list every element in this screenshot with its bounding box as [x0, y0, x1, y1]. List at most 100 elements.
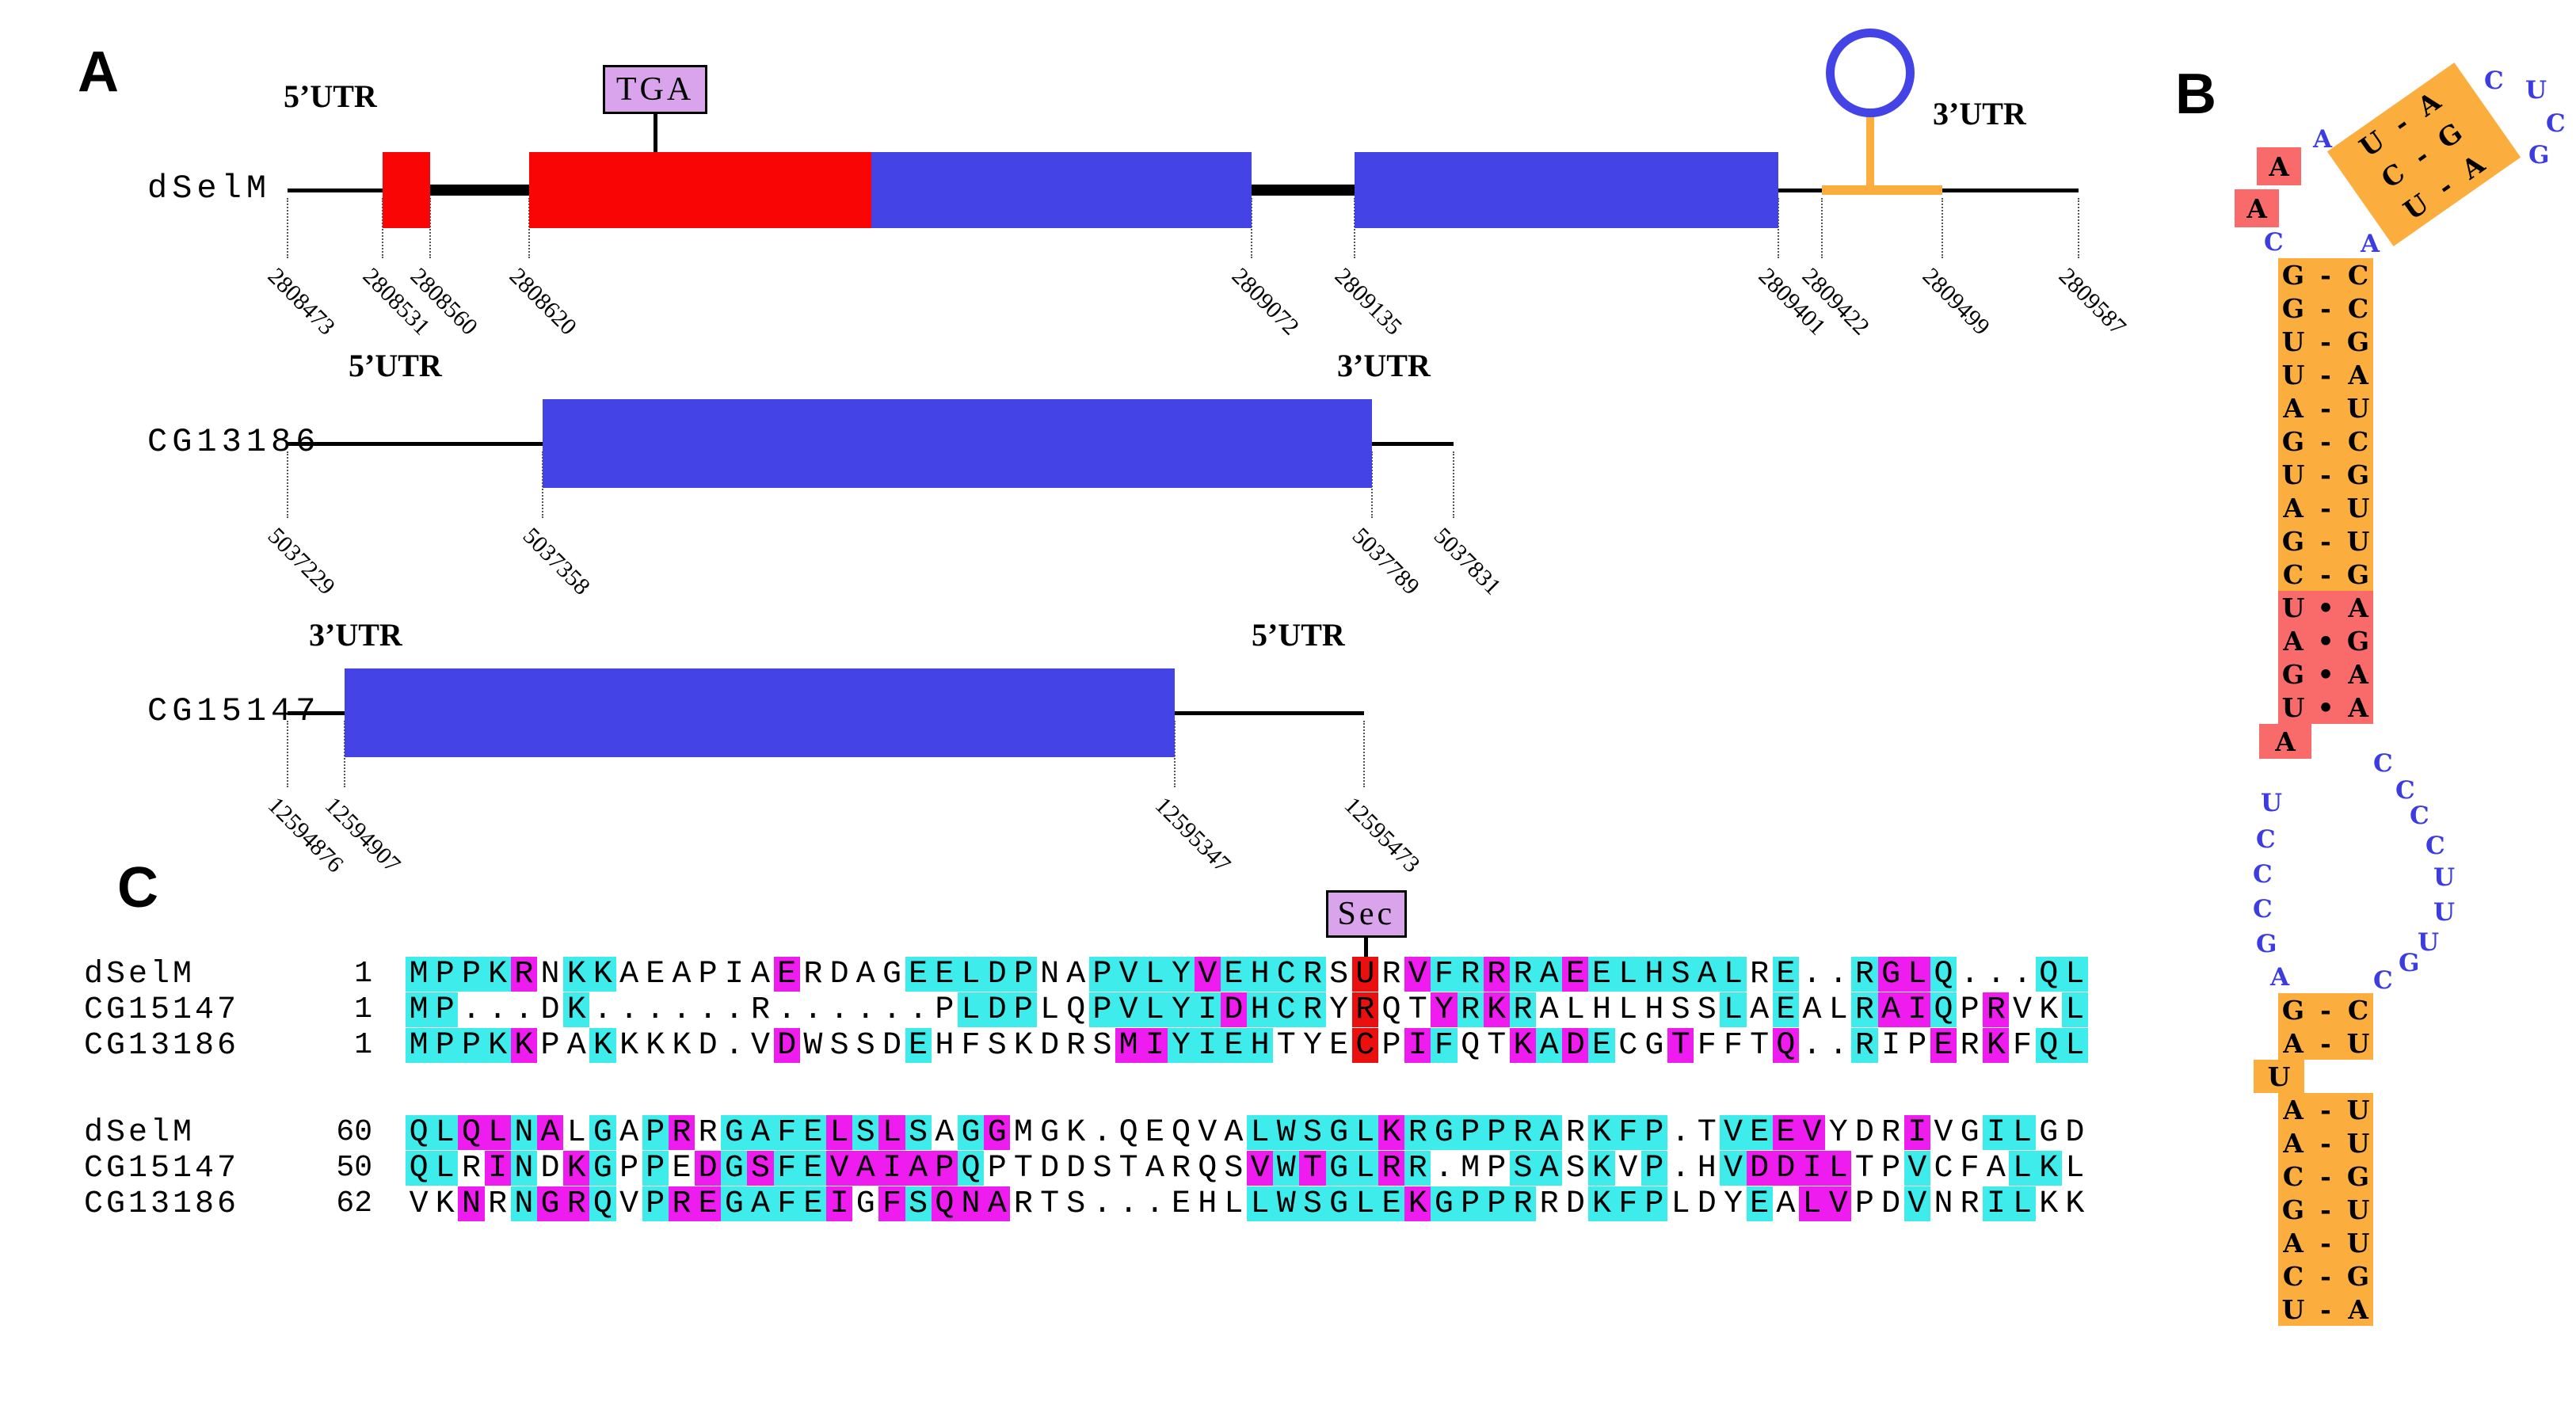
alignment-residue: P [1457, 1186, 1484, 1222]
alignment-residue: R [1509, 1115, 1537, 1151]
alignment-residue: S [1565, 1151, 1585, 1186]
alignment-residue: H [1247, 957, 1274, 992]
alignment-residue: R [1509, 992, 1537, 1028]
alignment-residue: Q [1772, 1028, 1799, 1064]
alignment-residue: L [826, 1115, 853, 1151]
alignment-residue: Q [1118, 1115, 1138, 1151]
loop-nucleotide: C [2256, 825, 2276, 854]
alignment-residue: L [2061, 992, 2088, 1028]
alignment-residue: W [803, 1028, 823, 1064]
alignment-residue: L [1565, 992, 1585, 1028]
alignment-residue: K [589, 1028, 616, 1064]
alignment-residue: K [563, 957, 590, 992]
stem-base-pair: A-U [2278, 1093, 2373, 1126]
alignment-residue: . [1828, 1028, 1848, 1064]
alignment-residue: N [458, 1186, 485, 1222]
alignment-residue: F [2013, 1028, 2033, 1064]
loop-nucleotide: G [2256, 930, 2277, 958]
alignment-residue: G [1325, 1151, 1352, 1186]
alignment-residue: A [1224, 1115, 1244, 1151]
alignment-residue: S [905, 1186, 932, 1222]
bulged-nucleotide-box: A [2259, 724, 2311, 759]
alignment-residue: T [1118, 1151, 1138, 1186]
alignment-residue: E [1329, 1028, 1349, 1064]
alignment-residue: G [589, 1115, 616, 1151]
alignment-residue: A [1536, 957, 1563, 992]
alignment-residue: M [1461, 1151, 1480, 1186]
nucleotide: C [2347, 425, 2369, 457]
alignment-residue: K [510, 1028, 537, 1064]
nucleotide: U [2346, 1194, 2370, 1225]
alignment-residue: Q [406, 1151, 433, 1186]
alignment-residue: A [619, 957, 639, 992]
alignment-residue: P [1907, 1028, 1927, 1064]
loop-nucleotide: A [2313, 125, 2333, 154]
alignment-residue: N [1040, 957, 1060, 992]
alignment-residue: R [1565, 1115, 1585, 1151]
alignment-residue: D [540, 992, 560, 1028]
alignment-residue: P [1457, 1115, 1484, 1151]
utr-line [1778, 189, 1822, 192]
alignment-residue: V [751, 1028, 771, 1064]
loop-nucleotide: C [2373, 749, 2393, 778]
alignment-residue: H [1644, 992, 1664, 1028]
alignment-residue: V [1198, 1115, 1218, 1151]
alignment-residue: P [1483, 1115, 1510, 1151]
alignment-residue: . [698, 992, 718, 1028]
alignment-residue: E [1145, 1115, 1164, 1151]
alignment-residue: A [1145, 1151, 1164, 1186]
alignment-residue: M [406, 1028, 433, 1064]
alignment-residue: M [1013, 1115, 1033, 1151]
alignment-residue: D [1565, 1186, 1585, 1222]
nucleotide: G [2346, 326, 2370, 357]
alignment-residue: S [747, 1151, 774, 1186]
coordinate-tick [1778, 198, 1779, 258]
alignment-residue: K [2035, 1151, 2062, 1186]
exon-box-blue [543, 399, 1372, 488]
utr-line [1175, 711, 1364, 715]
alignment-residue: F [773, 1115, 800, 1151]
alignment-residue: V [1903, 1186, 1930, 1222]
alignment-residue: Q [406, 1115, 433, 1151]
alignment-residue: I [1194, 992, 1221, 1028]
stem-base-pair: A-U [2278, 1026, 2373, 1060]
stem-base-pair: G-U [2278, 524, 2373, 558]
alignment-residue: K [1483, 992, 1510, 1028]
alignment-residue: F [1431, 1028, 1458, 1064]
alignment-residue: D [773, 1028, 800, 1064]
alignment-residue: . [855, 992, 875, 1028]
alignment-residue: K [1588, 1115, 1615, 1151]
alignment-residue: C [1618, 1028, 1638, 1064]
alignment-residue: G [855, 1186, 875, 1222]
alignment-residue: R [1351, 992, 1378, 1028]
utr-line [288, 189, 383, 192]
stem-base-pair: A-U [2278, 1226, 2373, 1259]
loop-nucleotide: C [2410, 802, 2429, 830]
alignment-residue: V [1720, 1151, 1747, 1186]
alignment-residue: T [1299, 1151, 1326, 1186]
bond-symbol: - [2320, 1194, 2331, 1225]
alignment-residue: A [935, 1115, 955, 1151]
alignment-residue: E [1930, 1028, 1957, 1064]
alignment-residue: G [721, 1186, 748, 1222]
alignment-residue: S [1509, 1151, 1537, 1186]
alignment-residue: P [619, 1151, 639, 1186]
loop-nucleotide: C [2253, 860, 2273, 889]
alignment-residue: V [1825, 1186, 1852, 1222]
alignment-residue: S [1092, 1151, 1112, 1186]
alignment-residue: P [1960, 992, 1980, 1028]
nucleotide: A [2348, 1293, 2368, 1325]
alignment-residue: . [1118, 1186, 1138, 1222]
alignment-residue: K [1983, 1028, 2010, 1064]
alignment-residue: S [1329, 957, 1349, 992]
alignment-residue: I [1881, 1028, 1901, 1064]
alignment-residue: I [1903, 992, 1930, 1028]
alignment-residue: L [1671, 1186, 1690, 1222]
alignment-residue: D [984, 957, 1011, 992]
alignment-residue: I [1194, 1028, 1221, 1064]
alignment-residue: Q [458, 1115, 485, 1151]
alignment-residue: P [1010, 957, 1037, 992]
alignment-residue: L [1828, 992, 1848, 1028]
